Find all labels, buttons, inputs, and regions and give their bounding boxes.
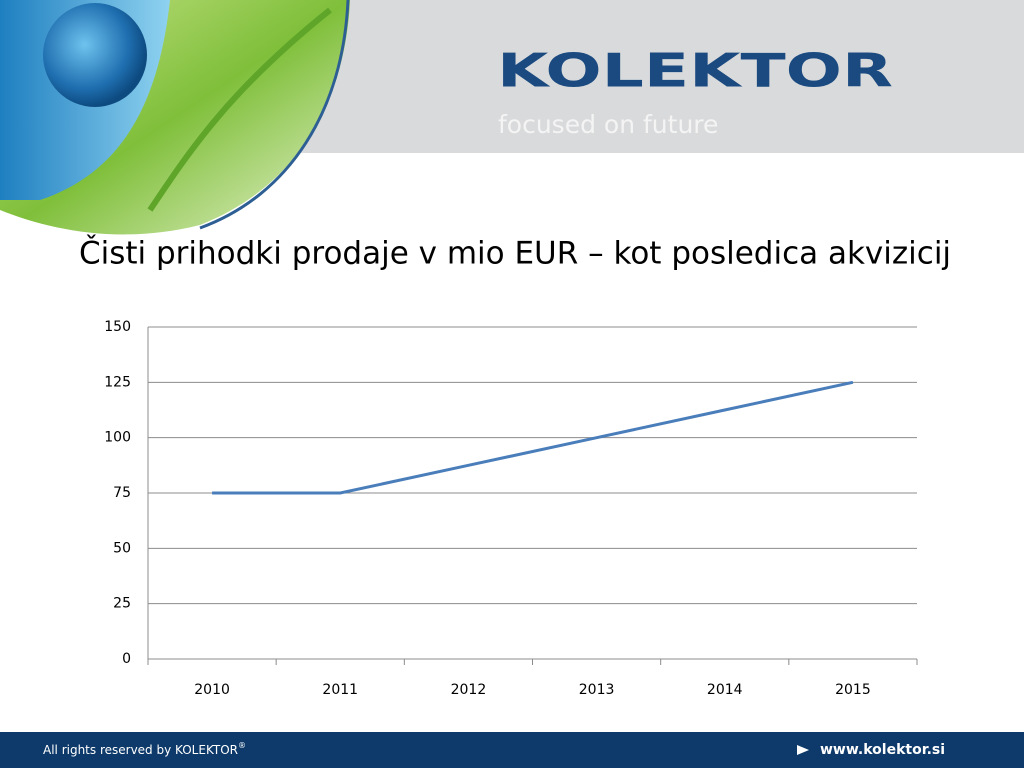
footer-url[interactable]: www.kolektor.si (820, 742, 945, 758)
grass-blade (147, 7, 332, 212)
copyright: All rights reserved by KOLEKTOR® (43, 741, 246, 757)
x-tick-label: 2015 (835, 682, 871, 698)
y-tick-label: 150 (104, 319, 131, 335)
plot: 0 25 50 75 100 125 150 2010 2011 2012 2013 2014 2015 (104, 319, 918, 698)
y-tick-label: 100 (104, 430, 131, 446)
copyright-mark: ® (238, 741, 246, 750)
globe (43, 3, 147, 107)
y-tick-label: 0 (122, 651, 131, 667)
x-tick-label: 2013 (579, 682, 615, 698)
header-curve (199, 0, 350, 230)
y-tick-label: 25 (113, 596, 131, 612)
x-tick-label: 2010 (194, 682, 230, 698)
x-tick-label: 2011 (322, 682, 358, 698)
y-tick-label: 50 (113, 540, 131, 556)
y-tick-label: 75 (113, 485, 131, 501)
tagline: focused on future (498, 110, 718, 139)
series-line (212, 380, 854, 495)
copyright-text: All rights reserved by KOLEKTOR (43, 743, 238, 757)
footer-bar (0, 732, 1024, 768)
y-tick-label: 125 (104, 374, 131, 390)
chart-title: Čisti prihodki prodaje v mio EUR – kot p… (79, 235, 951, 272)
footer-arrow (797, 745, 809, 755)
x-tick-label: 2012 (451, 682, 487, 698)
x-tick-label: 2014 (707, 682, 743, 698)
logo: KOLEKTOR (497, 44, 893, 98)
